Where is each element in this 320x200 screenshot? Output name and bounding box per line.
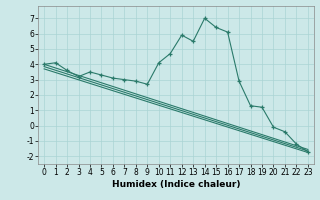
X-axis label: Humidex (Indice chaleur): Humidex (Indice chaleur) — [112, 180, 240, 189]
